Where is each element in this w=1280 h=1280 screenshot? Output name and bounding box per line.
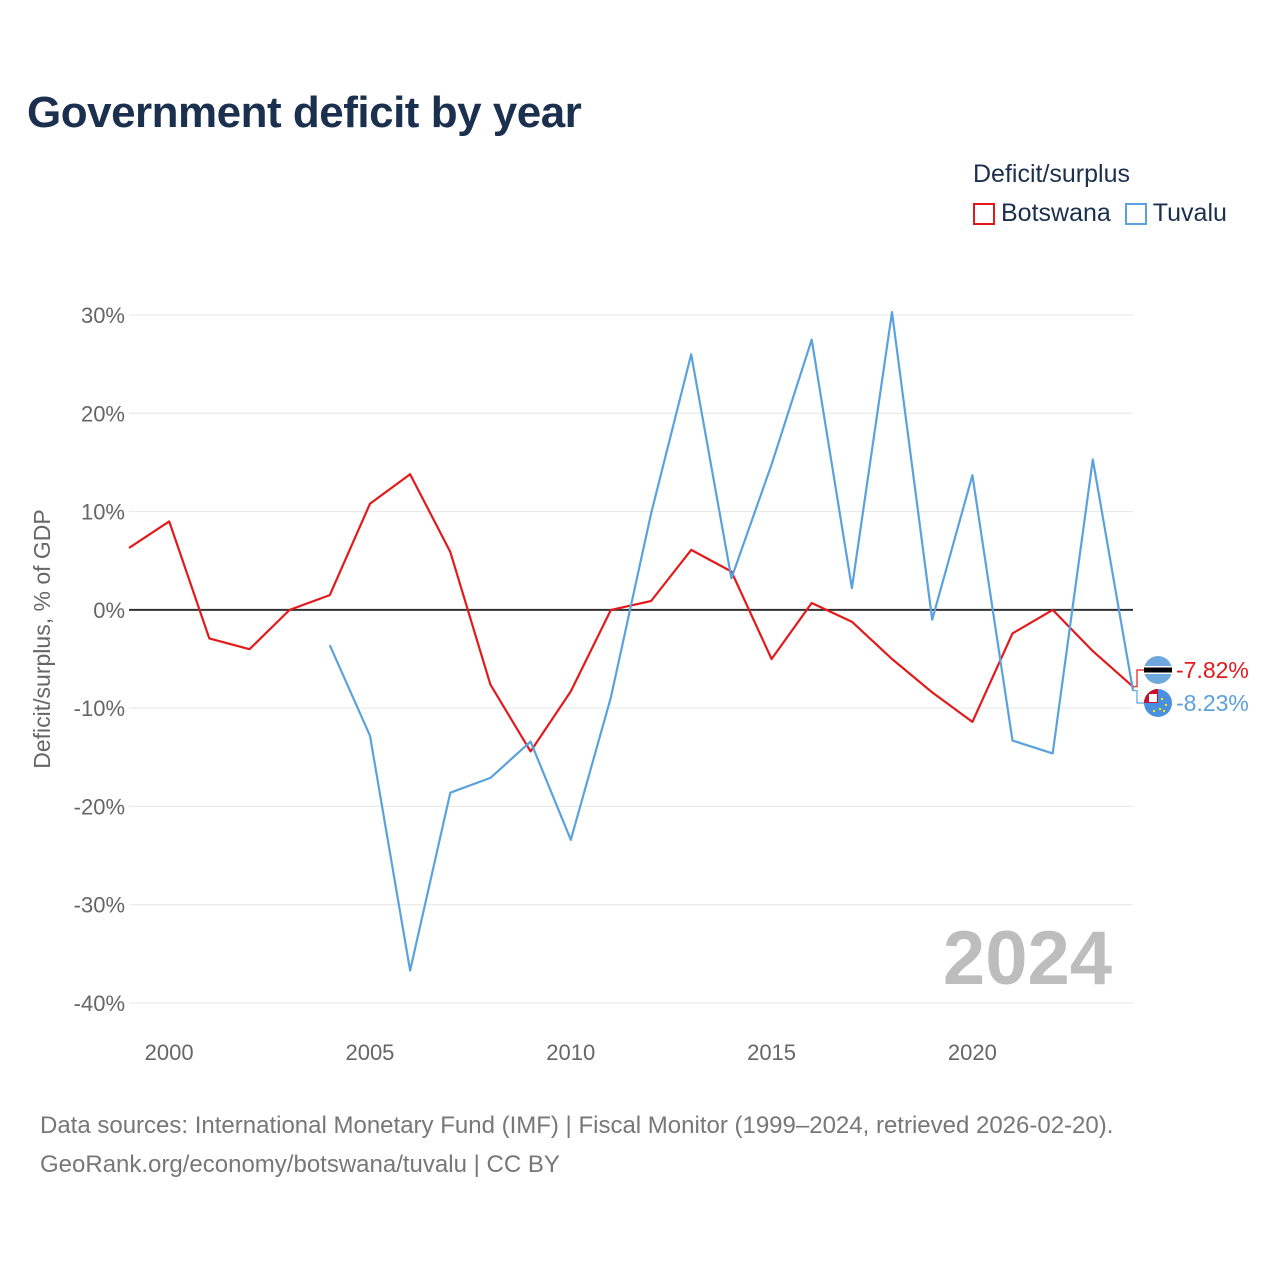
y-tick-label: -40% — [74, 991, 125, 1016]
x-tick-label: 2015 — [747, 1040, 796, 1065]
year-watermark: 2024 — [943, 916, 1112, 1001]
legend-swatch-botswana — [973, 202, 995, 225]
y-tick-label: -20% — [74, 794, 125, 819]
legend: Deficit/surplus Botswana Tuvalu — [973, 160, 1227, 228]
flag-icon-tuvalu — [1144, 689, 1172, 717]
series-line-botswana[interactable] — [128, 473, 1134, 753]
data-sources-text: Data sources: International Monetary Fun… — [40, 1112, 1114, 1139]
y-tick-label: 20% — [81, 401, 125, 426]
footer: Data sources: International Monetary Fun… — [40, 1106, 1113, 1184]
flag-icon-botswana — [1144, 656, 1172, 684]
x-tick-label: 2010 — [546, 1040, 595, 1065]
x-tick-label: 2005 — [345, 1040, 394, 1065]
x-tick-label: 2020 — [948, 1040, 997, 1065]
legend-swatch-tuvalu — [1124, 202, 1147, 225]
end-markers: -7.82% -8.23% — [1133, 656, 1249, 717]
end-label-botswana: -7.82% — [1176, 657, 1249, 683]
end-connector — [1133, 690, 1145, 704]
end-connector — [1133, 669, 1145, 688]
end-label-tuvalu: -8.23% — [1176, 690, 1249, 716]
legend-title: Deficit/surplus — [973, 160, 1130, 188]
legend-label-tuvalu: Tuvalu — [1152, 199, 1227, 227]
attribution-link[interactable]: GeoRank.org/economy/botswana/tuvalu | CC… — [40, 1151, 560, 1178]
legend-item-tuvalu[interactable]: Tuvalu — [1124, 199, 1227, 228]
series-line-tuvalu[interactable] — [328, 311, 1135, 972]
x-axis-ticks: 2000 2005 2010 2015 2020 — [145, 1040, 997, 1065]
y-axis-ticks: 30% 20% 10% 0% -10% -20% -30% -40% — [74, 303, 125, 1016]
y-tick-label: -30% — [74, 893, 125, 918]
y-tick-label: 0% — [93, 598, 125, 623]
series-lines — [128, 311, 1135, 972]
x-tick-label: 2000 — [145, 1040, 194, 1065]
y-axis-label: Deficit/surplus, % of GDP — [29, 509, 55, 768]
gridlines — [129, 314, 1133, 1004]
legend-label-botswana: Botswana — [1001, 199, 1111, 227]
legend-item-botswana[interactable]: Botswana — [973, 199, 1111, 228]
y-tick-label: 30% — [81, 303, 125, 328]
y-tick-label: 10% — [81, 500, 125, 525]
chart-title: Government deficit by year — [27, 88, 582, 137]
y-tick-label: -10% — [74, 696, 125, 721]
